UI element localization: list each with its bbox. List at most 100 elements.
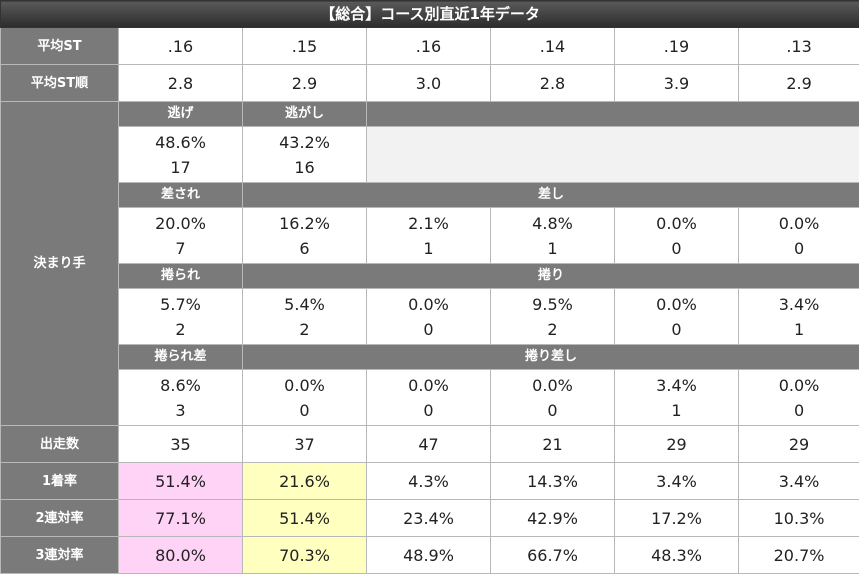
nigashi-rate: 43.2%: [243, 130, 366, 155]
top2-rate-c6: 10.3%: [739, 500, 859, 537]
sashi-count: 6: [243, 236, 366, 261]
avg-st-rank-c1: 2.8: [119, 65, 243, 102]
makuri-rate: 5.4%: [243, 292, 366, 317]
sasare-label: 差され: [119, 183, 243, 208]
makurare-sashi-cell: 8.6%3: [119, 370, 243, 426]
makuri-count: 2: [243, 317, 366, 342]
sasare-count: 7: [119, 236, 242, 261]
nige-count: 17: [119, 155, 242, 180]
sashi-cell-c4: 4.8%1: [491, 208, 615, 264]
win-rate-c5: 3.4%: [615, 463, 739, 500]
makuri-sashi-rate: 0.0%: [739, 373, 859, 398]
sashi-count: 1: [367, 236, 490, 261]
top2-rate-row: 2連対率 77.1% 51.4% 23.4% 42.9% 17.2% 10.3%: [1, 500, 859, 537]
top2-rate-c1: 77.1%: [119, 500, 243, 537]
makuri-sashi-cell-c4: 0.0%0: [491, 370, 615, 426]
nigashi-count: 16: [243, 155, 366, 180]
makuri-sashi-count: 0: [739, 398, 859, 423]
sashi-label: 差し: [243, 183, 859, 208]
sashi-cell-c2: 16.2%6: [243, 208, 367, 264]
kimarite-values-nige: 48.6%17 43.2%16: [1, 127, 859, 183]
top3-rate-c5: 48.3%: [615, 537, 739, 574]
sashi-count: 1: [491, 236, 614, 261]
sashi-rate: 0.0%: [739, 211, 859, 236]
makurare-sashi-count: 3: [119, 398, 242, 423]
sashi-cell-c3: 2.1%1: [367, 208, 491, 264]
avg-st-rank-c6: 2.9: [739, 65, 859, 102]
top2-rate-c5: 17.2%: [615, 500, 739, 537]
top3-rate-c6: 20.7%: [739, 537, 859, 574]
starts-c1: 35: [119, 426, 243, 463]
nigashi-cell: 43.2%16: [243, 127, 367, 183]
avg-st-label: 平均ST: [1, 28, 119, 65]
makuri-sashi-rate: 3.4%: [615, 373, 738, 398]
top2-rate-c4: 42.9%: [491, 500, 615, 537]
kimarite-sub-makuri: 捲られ 捲り: [1, 264, 859, 289]
avg-st-rank-label: 平均ST順: [1, 65, 119, 102]
kimarite-values-makuri: 5.7%2 5.4%2 0.0%0 9.5%2 0.0%0 3.4%1: [1, 289, 859, 345]
win-rate-c2: 21.6%: [243, 463, 367, 500]
avg-st-c3: .16: [367, 28, 491, 65]
sashi-cell-c6: 0.0%0: [739, 208, 859, 264]
makuri-cell-c4: 9.5%2: [491, 289, 615, 345]
nige-cell: 48.6%17: [119, 127, 243, 183]
makuri-cell-c6: 3.4%1: [739, 289, 859, 345]
makuri-sashi-cell-c6: 0.0%0: [739, 370, 859, 426]
sashi-cell-c5: 0.0%0: [615, 208, 739, 264]
starts-c3: 47: [367, 426, 491, 463]
kimarite-values-sashi: 20.0%7 16.2%6 2.1%1 4.8%1 0.0%0 0.0%0: [1, 208, 859, 264]
top2-rate-c3: 23.4%: [367, 500, 491, 537]
makuri-rate: 3.4%: [739, 292, 859, 317]
top3-rate-c2: 70.3%: [243, 537, 367, 574]
avg-st-rank-row: 平均ST順 2.8 2.9 3.0 2.8 3.9 2.9: [1, 65, 859, 102]
kimarite-sub-nige: 決まり手 逃げ 逃がし: [1, 102, 859, 127]
nigashi-label: 逃がし: [243, 102, 367, 127]
win-rate-c4: 14.3%: [491, 463, 615, 500]
kimarite-sub-sashi: 差され 差し: [1, 183, 859, 208]
sashi-count: 0: [615, 236, 738, 261]
avg-st-rank-c4: 2.8: [491, 65, 615, 102]
win-rate-row: 1着率 51.4% 21.6% 4.3% 14.3% 3.4% 3.4%: [1, 463, 859, 500]
makuri-sashi-rate: 0.0%: [243, 373, 366, 398]
makuri-count: 2: [491, 317, 614, 342]
table-title: 【総合】コース別直近1年データ: [1, 1, 859, 28]
sasare-cell: 20.0%7: [119, 208, 243, 264]
empty-cell: [367, 127, 859, 183]
makuri-rate: 0.0%: [615, 292, 738, 317]
sub-header-blank: [367, 102, 859, 127]
makuri-cell-c5: 0.0%0: [615, 289, 739, 345]
makurare-count: 2: [119, 317, 242, 342]
sashi-rate: 0.0%: [615, 211, 738, 236]
starts-label: 出走数: [1, 426, 119, 463]
makuri-sashi-count: 1: [615, 398, 738, 423]
makuri-count: 0: [367, 317, 490, 342]
top3-rate-label: 3連対率: [1, 537, 119, 574]
top3-rate-c3: 48.9%: [367, 537, 491, 574]
avg-st-rank-c5: 3.9: [615, 65, 739, 102]
sashi-rate: 4.8%: [491, 211, 614, 236]
sashi-count: 0: [739, 236, 859, 261]
makuri-sashi-label: 捲り差し: [243, 345, 859, 370]
avg-st-c4: .14: [491, 28, 615, 65]
makuri-sashi-rate: 0.0%: [491, 373, 614, 398]
sashi-rate: 2.1%: [367, 211, 490, 236]
makurare-sashi-label: 捲られ差: [119, 345, 243, 370]
makurare-label: 捲られ: [119, 264, 243, 289]
makurare-cell: 5.7%2: [119, 289, 243, 345]
win-rate-c6: 3.4%: [739, 463, 859, 500]
avg-st-c2: .15: [243, 28, 367, 65]
makuri-sashi-count: 0: [243, 398, 366, 423]
top3-rate-c4: 66.7%: [491, 537, 615, 574]
starts-c5: 29: [615, 426, 739, 463]
kimarite-sub-makuri-sashi: 捲られ差 捲り差し: [1, 345, 859, 370]
avg-st-c1: .16: [119, 28, 243, 65]
makuri-sashi-cell-c2: 0.0%0: [243, 370, 367, 426]
top2-rate-c2: 51.4%: [243, 500, 367, 537]
makuri-cell-c2: 5.4%2: [243, 289, 367, 345]
makuri-label: 捲り: [243, 264, 859, 289]
starts-c2: 37: [243, 426, 367, 463]
makuri-rate: 9.5%: [491, 292, 614, 317]
avg-st-rank-c2: 2.9: [243, 65, 367, 102]
makuri-rate: 0.0%: [367, 292, 490, 317]
